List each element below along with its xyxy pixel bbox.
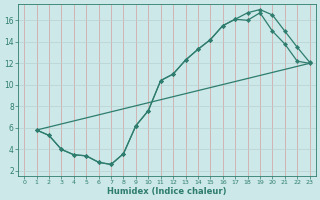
X-axis label: Humidex (Indice chaleur): Humidex (Indice chaleur) — [107, 187, 227, 196]
